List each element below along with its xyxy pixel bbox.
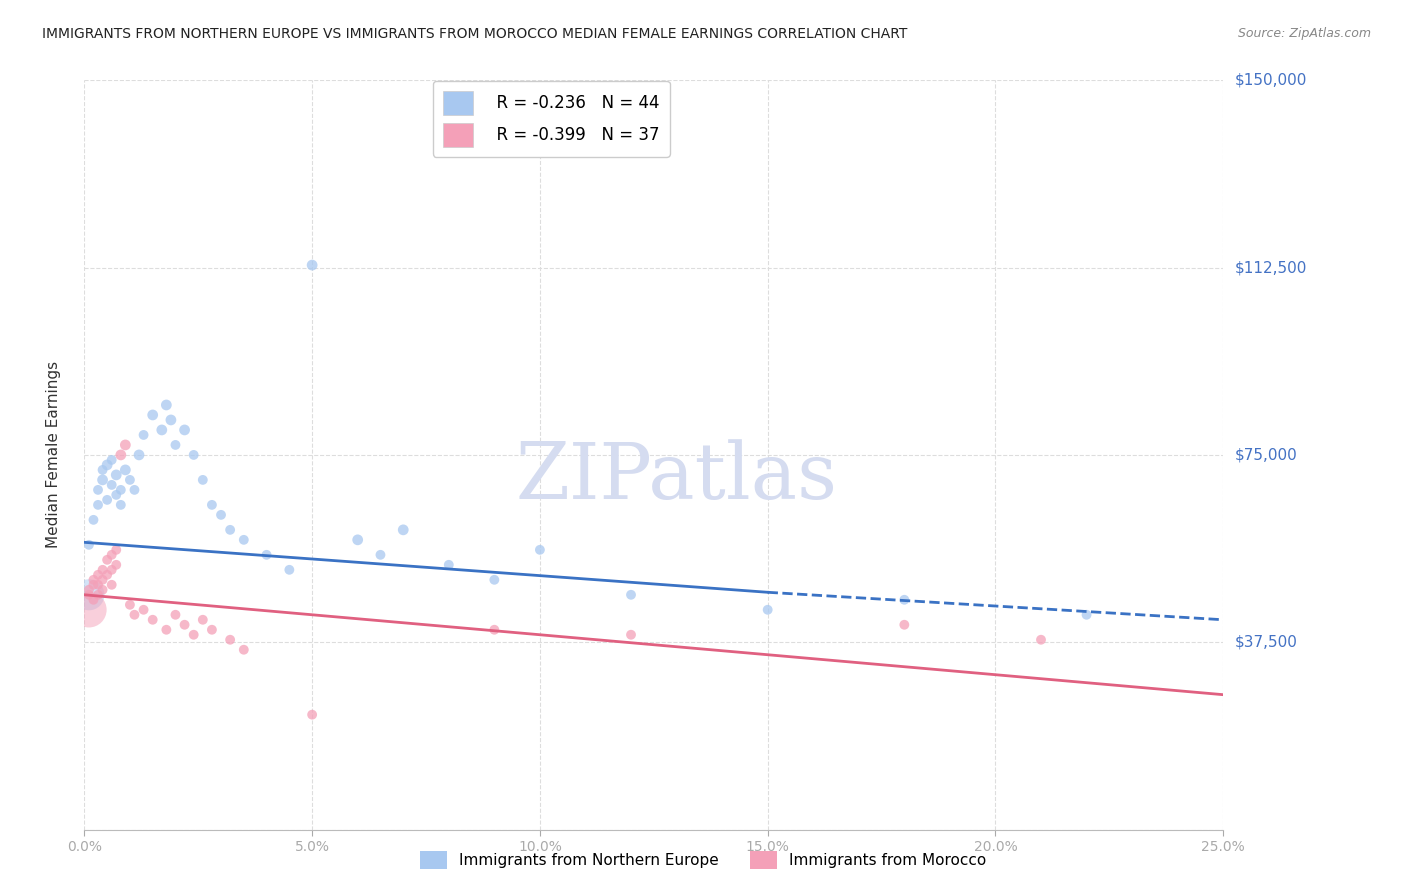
Point	[484, 623, 506, 637]
Point	[165, 607, 187, 622]
Point	[82, 592, 104, 607]
Point	[219, 632, 242, 647]
Point	[77, 603, 100, 617]
Point	[82, 513, 104, 527]
Point	[437, 558, 460, 572]
Point	[96, 458, 118, 472]
Point	[96, 567, 118, 582]
Point	[82, 573, 104, 587]
Point	[346, 533, 368, 547]
Point	[132, 603, 155, 617]
Point	[100, 453, 122, 467]
Point	[96, 553, 118, 567]
Point	[165, 438, 187, 452]
Point	[87, 567, 110, 582]
Point	[128, 448, 150, 462]
Point	[142, 613, 165, 627]
Point	[77, 582, 100, 597]
Point	[105, 488, 128, 502]
Point	[114, 463, 136, 477]
Point	[529, 542, 551, 557]
Point	[110, 448, 132, 462]
Point	[96, 492, 118, 507]
Point	[301, 707, 323, 722]
Point	[91, 563, 114, 577]
Point	[201, 498, 224, 512]
Point	[91, 463, 114, 477]
Point	[110, 498, 132, 512]
Point	[105, 467, 128, 482]
Y-axis label: Median Female Earnings: Median Female Earnings	[46, 361, 60, 549]
Point	[150, 423, 173, 437]
Point	[155, 398, 177, 412]
Point	[87, 483, 110, 497]
Point	[105, 558, 128, 572]
Point	[1029, 632, 1052, 647]
Point	[484, 573, 506, 587]
Point	[124, 483, 146, 497]
Point	[77, 538, 100, 552]
Legend: Immigrants from Northern Europe, Immigrants from Morocco: Immigrants from Northern Europe, Immigra…	[413, 845, 993, 875]
Point	[183, 448, 205, 462]
Point	[114, 438, 136, 452]
Point	[91, 573, 114, 587]
Point	[100, 563, 122, 577]
Point	[160, 413, 183, 427]
Point	[100, 548, 122, 562]
Point	[110, 483, 132, 497]
Point	[105, 542, 128, 557]
Text: $37,500: $37,500	[1234, 635, 1298, 649]
Point	[209, 508, 232, 522]
Point	[370, 548, 392, 562]
Point	[620, 588, 643, 602]
Point	[1076, 607, 1098, 622]
Text: Source: ZipAtlas.com: Source: ZipAtlas.com	[1237, 27, 1371, 40]
Text: $150,000: $150,000	[1234, 73, 1306, 87]
Point	[100, 478, 122, 492]
Point	[232, 533, 254, 547]
Point	[893, 617, 915, 632]
Point	[87, 578, 110, 592]
Point	[142, 408, 165, 422]
Point	[91, 473, 114, 487]
Point	[232, 642, 254, 657]
Point	[124, 607, 146, 622]
Point	[392, 523, 415, 537]
Legend:   R = -0.236   N = 44,   R = -0.399   N = 37: R = -0.236 N = 44, R = -0.399 N = 37	[433, 81, 669, 157]
Point	[620, 628, 643, 642]
Point	[132, 428, 155, 442]
Point	[118, 473, 141, 487]
Point	[893, 592, 915, 607]
Point	[191, 613, 214, 627]
Point	[82, 578, 104, 592]
Point	[756, 603, 779, 617]
Point	[191, 473, 214, 487]
Text: $75,000: $75,000	[1234, 448, 1298, 462]
Point	[155, 623, 177, 637]
Point	[173, 423, 195, 437]
Point	[87, 498, 110, 512]
Point	[87, 588, 110, 602]
Text: IMMIGRANTS FROM NORTHERN EUROPE VS IMMIGRANTS FROM MOROCCO MEDIAN FEMALE EARNING: IMMIGRANTS FROM NORTHERN EUROPE VS IMMIG…	[42, 27, 907, 41]
Point	[77, 588, 100, 602]
Point	[118, 598, 141, 612]
Point	[183, 628, 205, 642]
Point	[77, 588, 100, 602]
Point	[301, 258, 323, 272]
Point	[201, 623, 224, 637]
Point	[91, 582, 114, 597]
Point	[100, 578, 122, 592]
Point	[219, 523, 242, 537]
Point	[173, 617, 195, 632]
Point	[278, 563, 301, 577]
Text: ZIPatlas: ZIPatlas	[516, 440, 838, 516]
Text: $112,500: $112,500	[1234, 260, 1306, 275]
Point	[256, 548, 278, 562]
